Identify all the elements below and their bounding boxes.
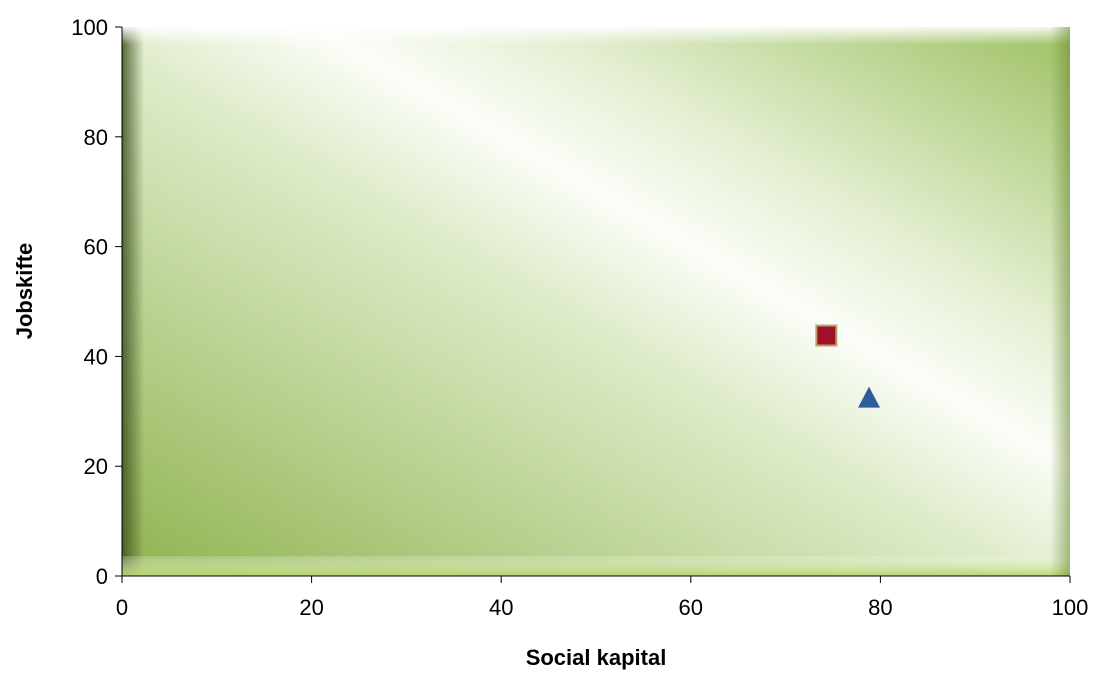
- y-tick-label: 60: [84, 235, 108, 260]
- axes: 0 20 40 60 80 100 0 20 40 60 80 100: [71, 15, 1088, 620]
- y-tick-label: 0: [96, 564, 108, 589]
- x-tick-label: 40: [489, 595, 513, 620]
- y-tick-label: 80: [84, 125, 108, 150]
- x-tick-label: 0: [116, 595, 128, 620]
- y-tick-label: 20: [84, 454, 108, 479]
- plot-bevel-top: [122, 27, 1070, 45]
- plot-bevel-right: [1050, 27, 1070, 576]
- data-point-square: [815, 324, 838, 347]
- y-tick-label: 40: [84, 344, 108, 369]
- data-points: [815, 324, 881, 408]
- y-tick-label: 100: [71, 15, 108, 40]
- x-tick-label: 80: [868, 595, 892, 620]
- data-point-triangle: [858, 386, 881, 408]
- x-axis-title: Social kapital: [526, 645, 667, 670]
- y-axis-title: Jobskifte: [12, 243, 37, 340]
- x-tick-label: 20: [299, 595, 323, 620]
- plot-bevel-bottom: [122, 556, 1070, 576]
- plot-background: [122, 27, 1070, 576]
- x-tick-label: 60: [679, 595, 703, 620]
- plot-bevel-left: [122, 27, 144, 576]
- x-ticks: 0 20 40 60 80 100: [116, 576, 1088, 620]
- y-ticks: 0 20 40 60 80 100: [71, 15, 122, 589]
- plot-area: [122, 27, 1070, 576]
- x-tick-label: 100: [1052, 595, 1089, 620]
